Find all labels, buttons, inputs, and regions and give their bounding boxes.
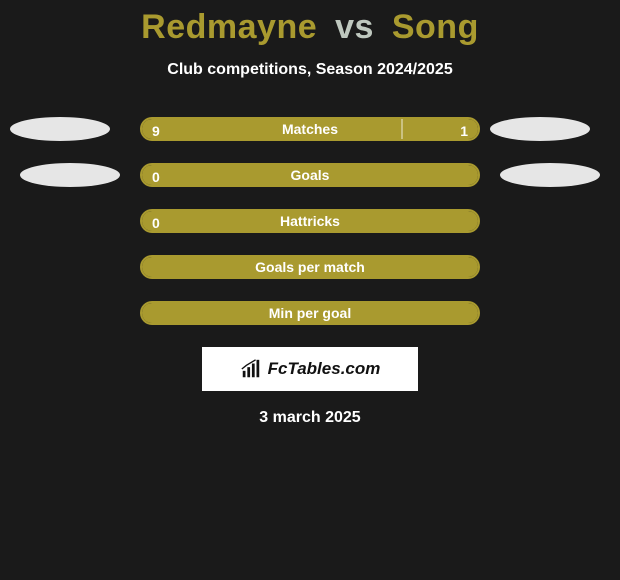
stat-row: Min per goal — [0, 301, 620, 325]
comparison-title: Redmayne vs Song — [0, 0, 620, 47]
stat-row: Goals per match — [0, 255, 620, 279]
vs-text: vs — [335, 8, 374, 46]
player2-marker — [500, 163, 600, 187]
stat-bar: Min per goal — [140, 301, 480, 325]
subtitle-text: Club competitions, Season 2024/2025 — [0, 61, 620, 79]
chart-icon — [240, 358, 262, 380]
player1-name: Redmayne — [141, 8, 317, 46]
stat-bar: 0Hattricks — [140, 209, 480, 233]
logo-text: FcTables.com — [268, 359, 381, 379]
bar-left-fill — [142, 257, 478, 277]
logo-box: FcTables.com — [202, 347, 418, 391]
bar-left-fill — [142, 303, 478, 323]
bar-left-fill — [142, 119, 401, 139]
stats-rows: 91Matches 0Goals 0Hattricks Goals per match… — [0, 117, 620, 325]
bar-left-fill — [142, 211, 478, 231]
bar-right-fill — [401, 119, 478, 139]
player1-marker — [20, 163, 120, 187]
player1-marker — [10, 117, 110, 141]
stat-row: 0Goals — [0, 163, 620, 187]
date-text: 3 march 2025 — [0, 409, 620, 427]
player2-marker — [490, 117, 590, 141]
bar-left-fill — [142, 165, 478, 185]
stat-row: 91Matches — [0, 117, 620, 141]
stat-row: 0Hattricks — [0, 209, 620, 233]
stat-bar: Goals per match — [140, 255, 480, 279]
player2-name: Song — [392, 8, 479, 46]
stat-bar: 91Matches — [140, 117, 480, 141]
stat-bar: 0Goals — [140, 163, 480, 187]
